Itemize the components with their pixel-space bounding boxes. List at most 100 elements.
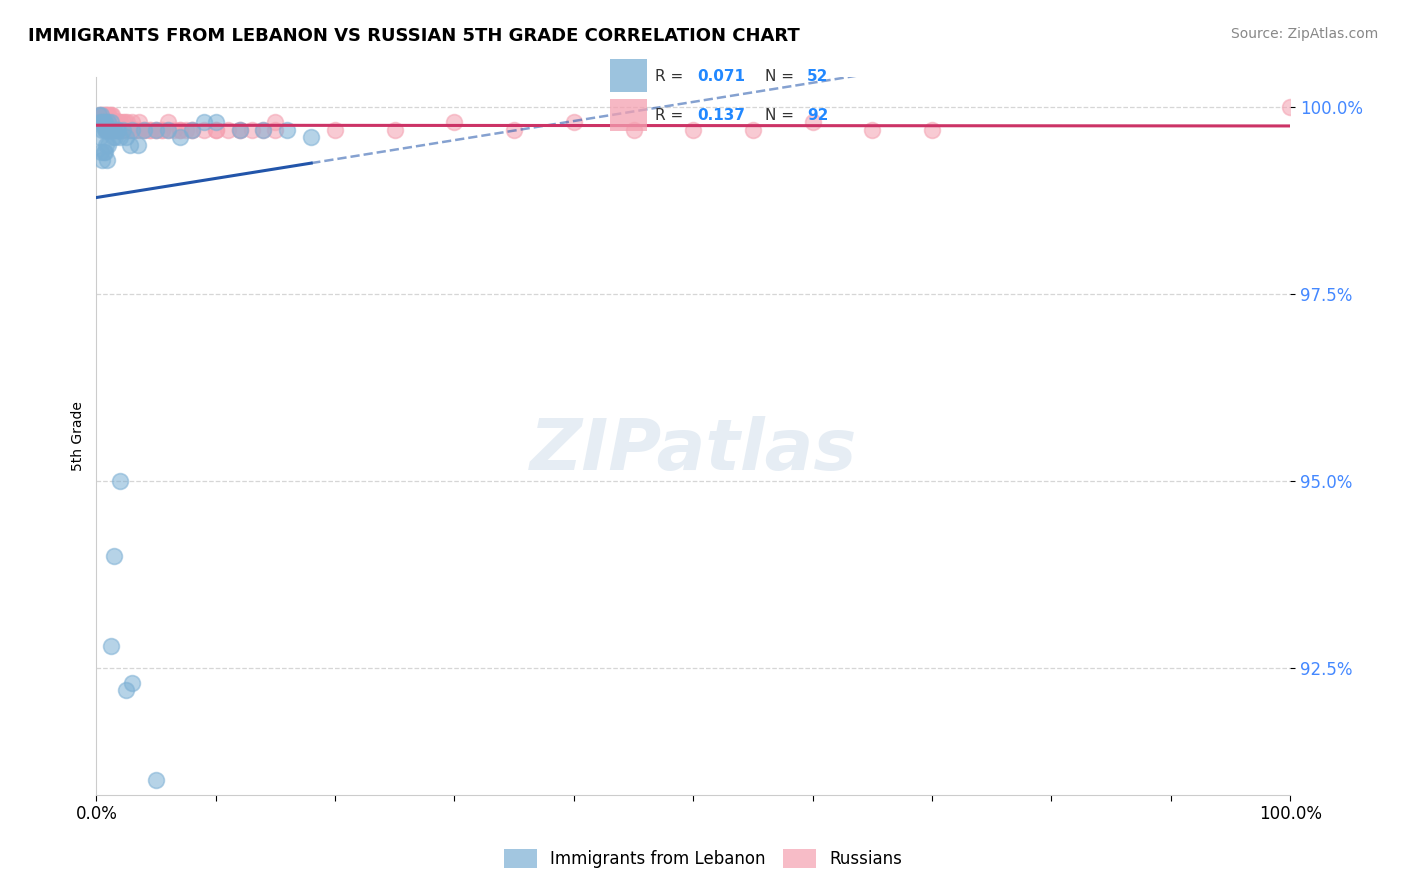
Point — [93, 115, 115, 129]
Point — [100, 122, 122, 136]
Text: ZIPatlas: ZIPatlas — [530, 416, 856, 485]
Point — [127, 137, 149, 152]
Point — [111, 122, 134, 136]
Text: N =: N = — [765, 108, 799, 123]
Point — [93, 115, 115, 129]
Text: 0.071: 0.071 — [697, 69, 745, 84]
Point — [104, 122, 127, 136]
Point — [105, 122, 128, 136]
Point — [323, 122, 346, 136]
Point — [204, 122, 226, 136]
Point — [100, 115, 122, 129]
Point — [103, 122, 125, 136]
Point — [503, 122, 526, 136]
Text: 52: 52 — [807, 69, 828, 84]
Point — [107, 122, 129, 136]
Text: 0.137: 0.137 — [697, 108, 745, 123]
Point — [115, 130, 138, 145]
Point — [94, 122, 117, 136]
Point — [228, 122, 250, 136]
Point — [156, 122, 179, 136]
Point — [682, 122, 704, 136]
Point — [228, 122, 250, 136]
Point — [132, 122, 155, 136]
Point — [101, 122, 124, 136]
Point — [193, 122, 215, 136]
Point — [101, 122, 124, 136]
Point — [110, 122, 132, 136]
Point — [139, 122, 162, 136]
Point — [97, 137, 120, 152]
Point — [117, 115, 139, 129]
Point — [240, 122, 263, 136]
Legend: Immigrants from Lebanon, Russians: Immigrants from Lebanon, Russians — [498, 842, 908, 875]
Point — [101, 108, 124, 122]
Point — [94, 108, 117, 122]
Point — [90, 145, 112, 160]
Point — [217, 122, 239, 136]
Point — [128, 122, 150, 136]
Point — [93, 115, 115, 129]
Point — [101, 122, 124, 136]
Text: N =: N = — [765, 69, 799, 84]
Point — [118, 122, 141, 136]
Point — [204, 122, 226, 136]
Point — [93, 108, 115, 122]
Point — [1279, 100, 1302, 114]
Point — [111, 122, 134, 136]
Point — [93, 145, 115, 160]
Point — [114, 115, 136, 129]
Point — [121, 122, 143, 136]
Point — [97, 108, 120, 122]
Point — [91, 115, 114, 129]
Point — [150, 122, 173, 136]
Point — [921, 122, 943, 136]
Point — [90, 108, 112, 122]
Text: IMMIGRANTS FROM LEBANON VS RUSSIAN 5TH GRADE CORRELATION CHART: IMMIGRANTS FROM LEBANON VS RUSSIAN 5TH G… — [28, 27, 800, 45]
Point — [94, 115, 117, 129]
Point — [562, 115, 585, 129]
Point — [145, 122, 167, 136]
Point — [96, 153, 118, 167]
Point — [89, 130, 111, 145]
Point — [299, 130, 322, 145]
Point — [89, 108, 111, 122]
Point — [110, 115, 132, 129]
Point — [169, 122, 191, 136]
Point — [96, 122, 118, 136]
Point — [103, 122, 125, 136]
Y-axis label: 5th Grade: 5th Grade — [72, 401, 86, 471]
Point — [118, 122, 141, 136]
Point — [89, 115, 111, 129]
Point — [107, 122, 129, 136]
Point — [121, 115, 143, 129]
Point — [156, 122, 179, 136]
Point — [145, 122, 167, 136]
Point — [96, 115, 118, 129]
Point — [193, 115, 215, 129]
Point — [103, 549, 125, 563]
Point — [264, 115, 287, 129]
Point — [101, 115, 124, 129]
Point — [107, 115, 129, 129]
Point — [100, 115, 122, 129]
Point — [97, 115, 120, 129]
Point — [93, 122, 115, 136]
Point — [104, 130, 127, 145]
Text: 92: 92 — [807, 108, 828, 123]
Point — [169, 122, 191, 136]
Point — [145, 773, 167, 788]
Point — [132, 122, 155, 136]
Point — [90, 108, 112, 122]
Point — [115, 683, 138, 698]
Point — [93, 145, 115, 160]
Point — [139, 122, 162, 136]
Point — [94, 122, 117, 136]
Bar — [610, 60, 647, 92]
Point — [169, 130, 191, 145]
Text: R =: R = — [655, 108, 689, 123]
Point — [174, 122, 197, 136]
Point — [98, 115, 121, 129]
Point — [93, 115, 115, 129]
Point — [156, 115, 179, 129]
